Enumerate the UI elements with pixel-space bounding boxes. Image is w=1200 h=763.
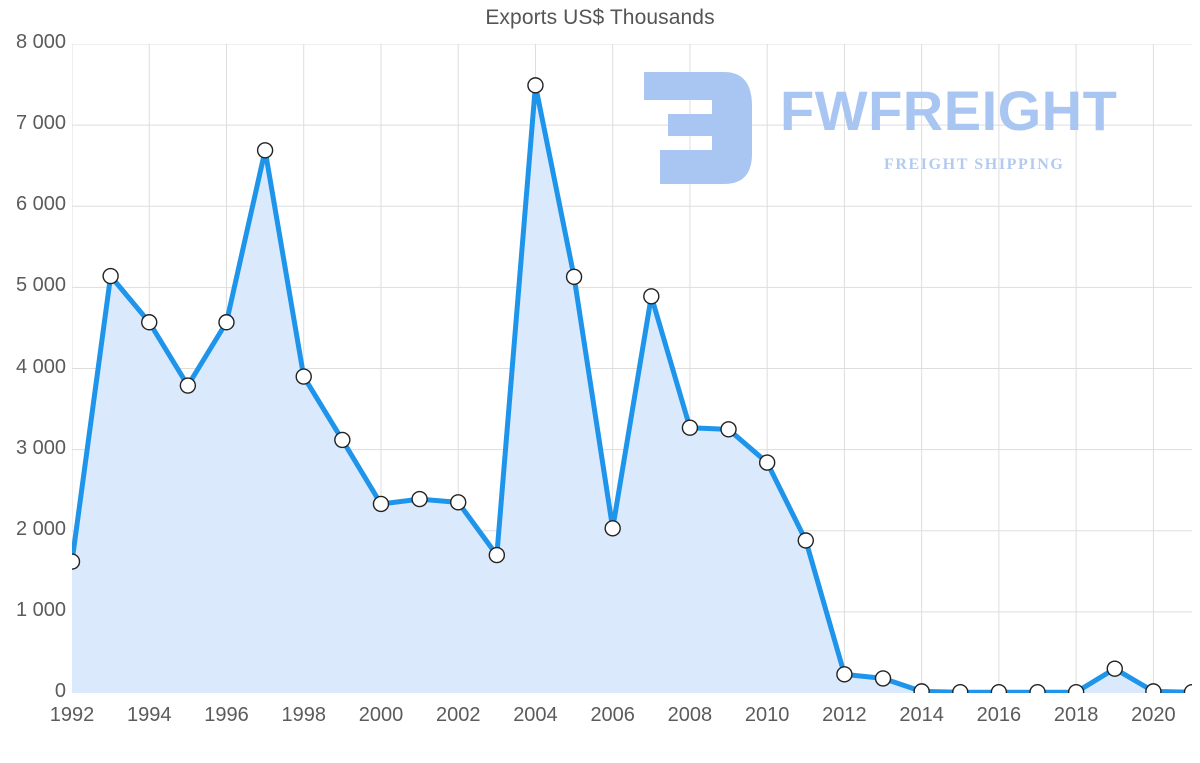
data-point-marker[interactable] <box>1029 683 1046 693</box>
data-point-marker[interactable] <box>334 431 351 449</box>
x-axis-tick-label: 2000 <box>358 704 404 726</box>
data-point-marker[interactable] <box>836 666 853 683</box>
y-axis-labels: 8 000 7 000 6 000 5 000 4 000 3 000 2 000 1 000… <box>0 0 66 763</box>
data-point-marker[interactable] <box>1183 683 1193 693</box>
data-point-marker[interactable] <box>643 288 660 305</box>
x-axis-tick-label: 2016 <box>976 704 1022 726</box>
y-axis-tick-label: 7 000 <box>15 112 66 135</box>
chart-title: Exports US$ Thousands <box>485 6 715 29</box>
data-point-marker[interactable] <box>952 683 969 693</box>
x-axis-tick-label: 2002 <box>435 704 481 726</box>
chart-plot-svg <box>72 44 1192 693</box>
y-axis-tick-label: 2 000 <box>15 517 66 540</box>
data-point-marker[interactable] <box>141 314 158 331</box>
data-point-marker[interactable] <box>527 77 544 94</box>
x-axis-tick-label: 2012 <box>822 704 867 726</box>
data-point-marker[interactable] <box>72 553 81 570</box>
data-point-marker[interactable] <box>102 267 119 285</box>
data-point-marker[interactable] <box>450 494 467 511</box>
data-point-marker[interactable] <box>758 454 776 471</box>
plot-area <box>72 44 1192 693</box>
x-axis-tick-label: 2008 <box>667 704 713 726</box>
x-axis-tick-label: 1992 <box>49 704 95 726</box>
data-point-marker[interactable] <box>295 368 312 385</box>
x-axis-tick-label: 2020 <box>1131 704 1176 726</box>
data-point-marker[interactable] <box>411 490 428 508</box>
y-axis-tick-label: 8 000 <box>15 31 66 53</box>
x-axis-tick-label: 2018 <box>1053 704 1099 726</box>
x-axis-tick-label: 1996 <box>204 704 249 726</box>
data-point-marker[interactable] <box>1067 683 1085 693</box>
data-point-marker[interactable] <box>681 419 699 436</box>
y-axis-tick-label: 0 <box>54 680 66 702</box>
data-point-marker[interactable] <box>179 377 197 394</box>
data-point-marker[interactable] <box>1145 683 1162 693</box>
y-axis-tick-label: 3 000 <box>15 436 66 459</box>
data-point-marker[interactable] <box>565 268 583 286</box>
x-axis-tick-label: 2006 <box>590 704 635 726</box>
data-point-marker[interactable] <box>1106 660 1123 677</box>
y-axis-tick-label: 1 000 <box>15 598 66 621</box>
data-point-marker[interactable] <box>874 670 892 687</box>
area-fill <box>72 85 1192 693</box>
data-point-marker[interactable] <box>256 142 274 159</box>
data-point-marker[interactable] <box>604 520 621 537</box>
x-axis-tick-label: 2010 <box>744 704 790 726</box>
data-point-marker[interactable] <box>913 683 930 693</box>
x-axis-tick-label: 1994 <box>126 704 172 726</box>
y-axis-tick-label: 4 000 <box>15 355 66 378</box>
data-point-marker[interactable] <box>218 314 235 331</box>
x-axis-tick-label: 2004 <box>513 704 558 726</box>
y-axis-tick-label: 6 000 <box>15 193 66 216</box>
x-axis-tick-label: 2014 <box>899 704 944 726</box>
data-point-marker[interactable] <box>797 532 814 549</box>
data-point-markers <box>72 77 1193 693</box>
data-point-marker[interactable] <box>990 683 1008 693</box>
data-point-marker[interactable] <box>488 546 506 564</box>
data-point-marker[interactable] <box>372 495 390 513</box>
y-axis-tick-label: 5 000 <box>15 274 66 297</box>
x-axis-tick-label: 1998 <box>281 704 326 726</box>
data-point-marker[interactable] <box>720 421 737 438</box>
